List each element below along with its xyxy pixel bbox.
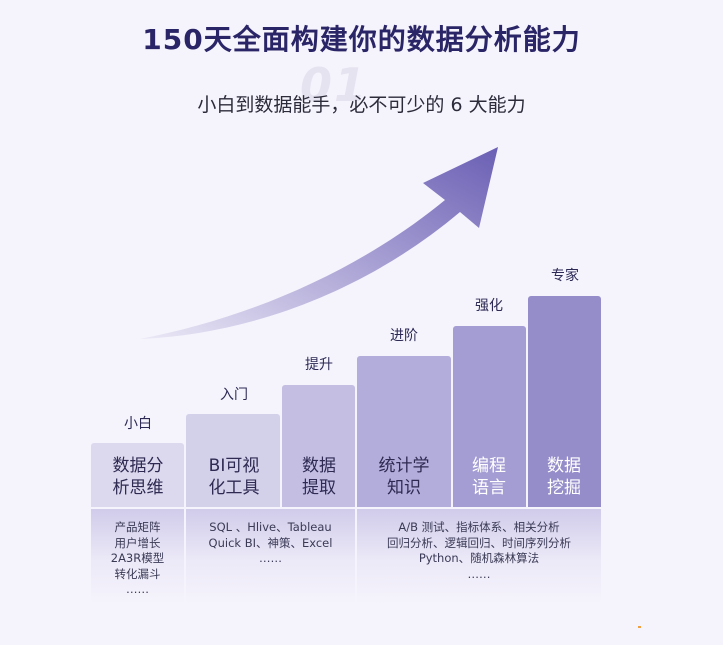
arrow-shape (140, 147, 498, 339)
description-panel-1 (91, 509, 184, 604)
stage-label-3: 提升 (305, 357, 333, 373)
description-panel-2 (186, 509, 355, 604)
bar-text-1: 数据分 析思维 (112, 456, 164, 498)
bar-text-6: 数据 挖掘 (547, 456, 581, 498)
bar-text-3: 数据 提取 (302, 456, 336, 498)
description-text-1: 产品矩阵 用户增长 2A3R模型 转化漏斗 …… (110, 520, 165, 596)
description-panel-3 (357, 509, 601, 604)
watermark-number: 01 (300, 58, 369, 112)
stage-label-6: 专家 (551, 268, 579, 284)
stage-bar-6 (528, 296, 601, 507)
page-subtitle: 小白到数据能手，必不可少的 6 大能力 (197, 94, 526, 116)
stage-label-2: 入门 (220, 387, 248, 403)
stage-label-5: 强化 (475, 298, 503, 314)
description-text-2: SQL 、Hlive、Tableau Quick BI、神策、Excel …… (208, 520, 333, 565)
stage-label-4: 进阶 (390, 328, 418, 344)
stage-bar-4 (357, 356, 451, 507)
decorative-dot (638, 626, 641, 628)
description-text-3: A/B 测试、指标体系、相关分析 回归分析、逻辑回归、时间序列分析 Python… (387, 520, 571, 581)
stage-bar-5 (453, 326, 526, 507)
stage-bar-1 (91, 443, 184, 507)
stage-bar-2 (186, 414, 280, 507)
bar-text-2: BI可视 化工具 (208, 456, 260, 498)
page-title: 150天全面构建你的数据分析能力 (142, 23, 581, 56)
stage-bar-3 (282, 385, 355, 507)
bar-text-5: 编程 语言 (472, 456, 506, 498)
bar-text-4: 统计学 知识 (378, 456, 430, 498)
stage-label-1: 小白 (124, 416, 152, 432)
